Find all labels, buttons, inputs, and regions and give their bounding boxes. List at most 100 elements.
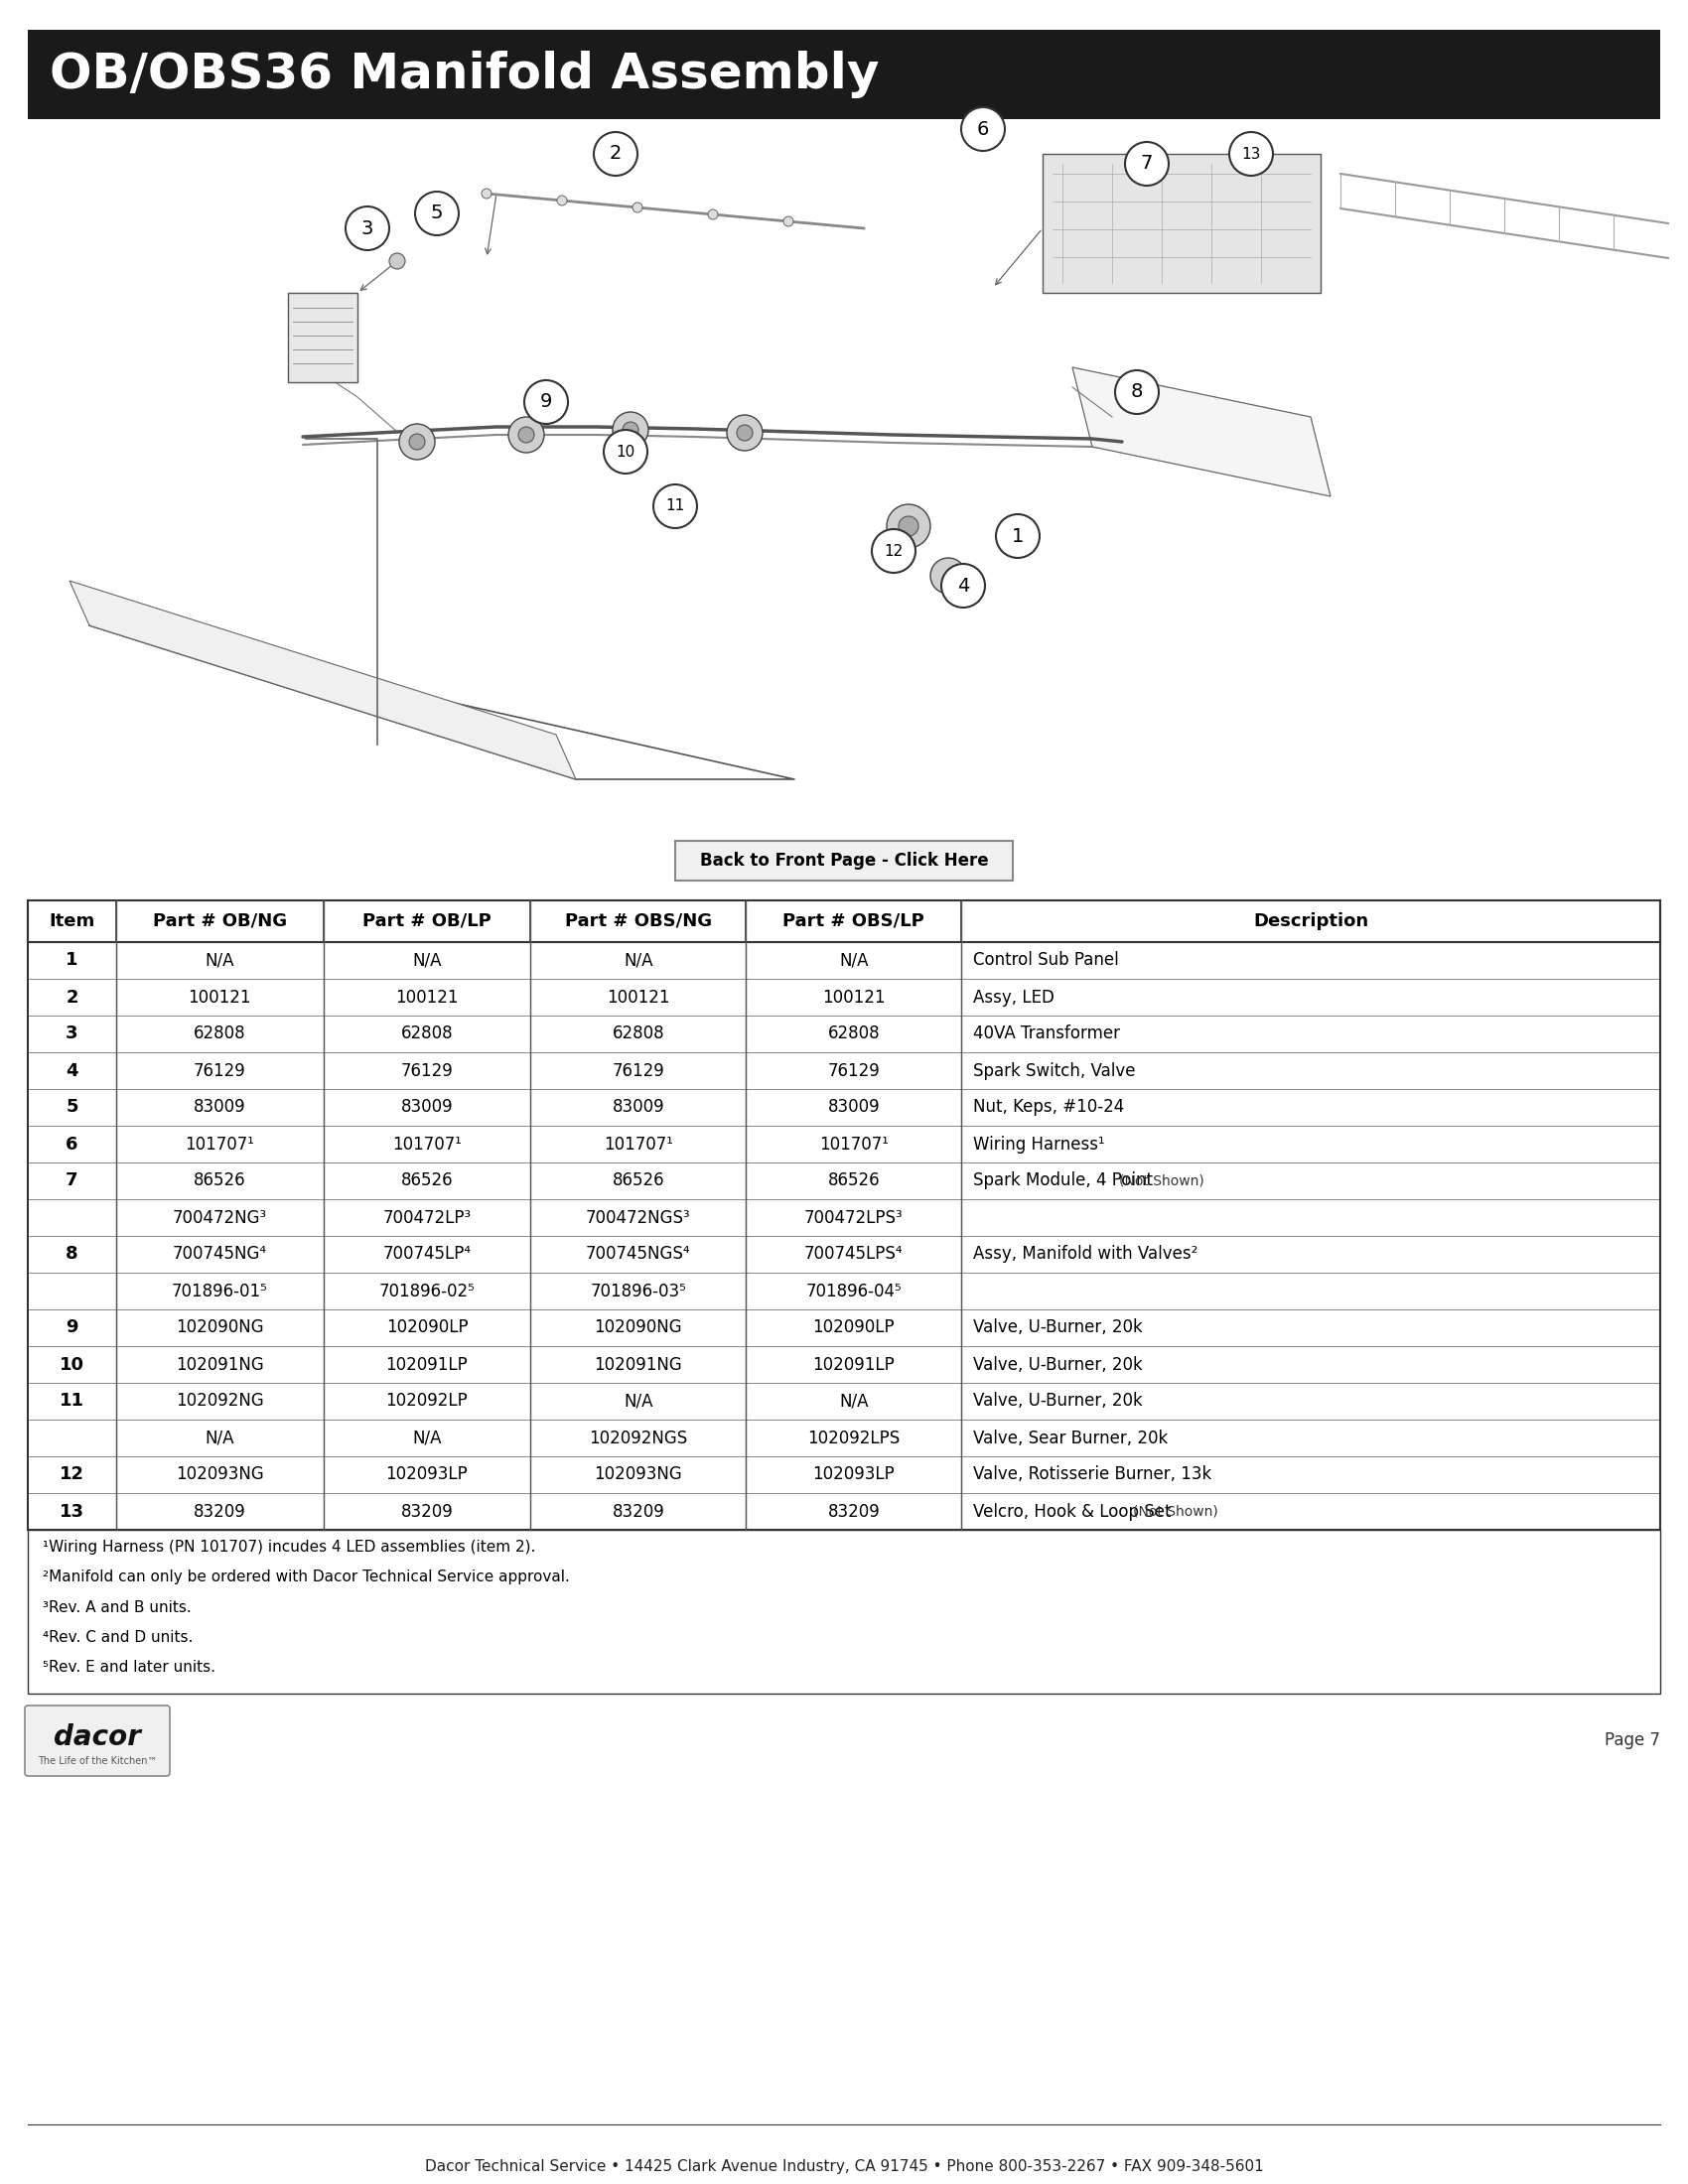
Text: 101707¹: 101707¹ <box>186 1136 255 1153</box>
Text: 83009: 83009 <box>194 1099 246 1116</box>
Circle shape <box>653 485 697 529</box>
Bar <box>27 1016 1661 1053</box>
Text: 102090NG: 102090NG <box>594 1319 682 1337</box>
Text: 86526: 86526 <box>613 1173 665 1190</box>
Bar <box>27 1345 1661 1382</box>
Text: 4: 4 <box>957 577 969 594</box>
Text: 102092NGS: 102092NGS <box>589 1428 687 1446</box>
Bar <box>27 1457 1661 1494</box>
Text: 76129: 76129 <box>194 1061 246 1079</box>
FancyBboxPatch shape <box>25 1706 170 1776</box>
Text: Part # OBS/LP: Part # OBS/LP <box>783 913 925 930</box>
Text: Back to Front Page - Click Here: Back to Front Page - Click Here <box>701 852 987 869</box>
Text: 2: 2 <box>66 987 78 1007</box>
Text: N/A: N/A <box>412 952 442 970</box>
Text: 86526: 86526 <box>400 1173 452 1190</box>
Text: 101707¹: 101707¹ <box>604 1136 674 1153</box>
Text: 102090NG: 102090NG <box>176 1319 263 1337</box>
Text: 10: 10 <box>59 1356 84 1374</box>
Circle shape <box>960 107 1004 151</box>
Circle shape <box>996 513 1040 557</box>
Text: 5: 5 <box>66 1099 78 1116</box>
Text: Part # OB/NG: Part # OB/NG <box>152 913 287 930</box>
Bar <box>27 1125 1661 1162</box>
FancyBboxPatch shape <box>289 293 358 382</box>
Bar <box>27 1053 1661 1090</box>
Text: ⁴Rev. C and D units.: ⁴Rev. C and D units. <box>42 1629 192 1645</box>
Text: Assy, Manifold with Valves²: Assy, Manifold with Valves² <box>974 1245 1198 1262</box>
Bar <box>27 1199 1661 1236</box>
Text: N/A: N/A <box>839 952 868 970</box>
Circle shape <box>1124 142 1168 186</box>
FancyBboxPatch shape <box>1043 153 1320 293</box>
Text: 62808: 62808 <box>194 1024 246 1044</box>
Text: 100121: 100121 <box>187 987 252 1007</box>
Text: 1: 1 <box>1011 526 1025 546</box>
Circle shape <box>707 210 717 218</box>
Text: 83209: 83209 <box>400 1503 452 1520</box>
Circle shape <box>508 417 544 452</box>
Text: Control Sub Panel: Control Sub Panel <box>974 952 1119 970</box>
Bar <box>27 1420 1661 1457</box>
Text: 13: 13 <box>59 1503 84 1520</box>
Text: 102092LP: 102092LP <box>387 1393 468 1411</box>
Text: 700472LP³: 700472LP³ <box>383 1208 471 1227</box>
Text: 101707¹: 101707¹ <box>392 1136 461 1153</box>
Text: Valve, U-Burner, 20k: Valve, U-Burner, 20k <box>974 1393 1143 1411</box>
Text: 2: 2 <box>609 144 621 164</box>
Text: 9: 9 <box>540 393 552 411</box>
Text: N/A: N/A <box>623 952 653 970</box>
Circle shape <box>728 415 763 450</box>
Circle shape <box>942 563 986 607</box>
Text: Page 7: Page 7 <box>1605 1732 1661 1749</box>
Text: 701896-01⁵: 701896-01⁵ <box>172 1282 268 1299</box>
Text: 102091LP: 102091LP <box>812 1356 895 1374</box>
Circle shape <box>604 430 648 474</box>
Text: 100121: 100121 <box>395 987 459 1007</box>
Text: (Not Shown): (Not Shown) <box>1133 1505 1219 1518</box>
Circle shape <box>415 192 459 236</box>
Text: 700745NG⁴: 700745NG⁴ <box>172 1245 267 1262</box>
Bar <box>27 1529 1661 1693</box>
Text: 700745LP⁴: 700745LP⁴ <box>383 1245 471 1262</box>
Text: 3: 3 <box>66 1024 78 1044</box>
Text: Valve, Sear Burner, 20k: Valve, Sear Burner, 20k <box>974 1428 1168 1446</box>
Text: 76129: 76129 <box>613 1061 665 1079</box>
Bar <box>27 900 1661 941</box>
Text: ⁵Rev. E and later units.: ⁵Rev. E and later units. <box>42 1660 216 1675</box>
Text: 10: 10 <box>616 443 635 459</box>
Circle shape <box>1116 371 1158 415</box>
Text: 101707¹: 101707¹ <box>819 1136 888 1153</box>
Text: 102093LP: 102093LP <box>387 1465 468 1483</box>
Bar <box>27 1382 1661 1420</box>
Text: 3: 3 <box>361 218 373 238</box>
Text: 100121: 100121 <box>822 987 885 1007</box>
Circle shape <box>871 529 915 572</box>
Text: Valve, U-Burner, 20k: Valve, U-Burner, 20k <box>974 1319 1143 1337</box>
Bar <box>0 120 1688 823</box>
Text: (Not Shown): (Not Shown) <box>1119 1175 1205 1188</box>
Text: 700745NGS⁴: 700745NGS⁴ <box>586 1245 690 1262</box>
Text: The Life of the Kitchen™: The Life of the Kitchen™ <box>37 1756 157 1767</box>
Circle shape <box>613 413 648 448</box>
Text: 700745LPS⁴: 700745LPS⁴ <box>805 1245 903 1262</box>
Text: 102093LP: 102093LP <box>812 1465 895 1483</box>
Text: 100121: 100121 <box>606 987 670 1007</box>
Circle shape <box>398 424 436 459</box>
Text: N/A: N/A <box>623 1393 653 1411</box>
Bar <box>27 941 1661 978</box>
Text: 102093NG: 102093NG <box>176 1465 263 1483</box>
Text: 7: 7 <box>1141 155 1153 173</box>
Text: 76129: 76129 <box>400 1061 452 1079</box>
Text: 83009: 83009 <box>827 1099 879 1116</box>
Text: 12: 12 <box>59 1465 84 1483</box>
Circle shape <box>1229 131 1273 175</box>
Text: 86526: 86526 <box>194 1173 246 1190</box>
Text: 4: 4 <box>66 1061 78 1079</box>
Text: N/A: N/A <box>204 1428 235 1446</box>
Text: 102090LP: 102090LP <box>387 1319 468 1337</box>
Circle shape <box>886 505 930 548</box>
Text: 11: 11 <box>59 1393 84 1411</box>
Text: 13: 13 <box>1241 146 1261 162</box>
Text: 701896-03⁵: 701896-03⁵ <box>591 1282 687 1299</box>
